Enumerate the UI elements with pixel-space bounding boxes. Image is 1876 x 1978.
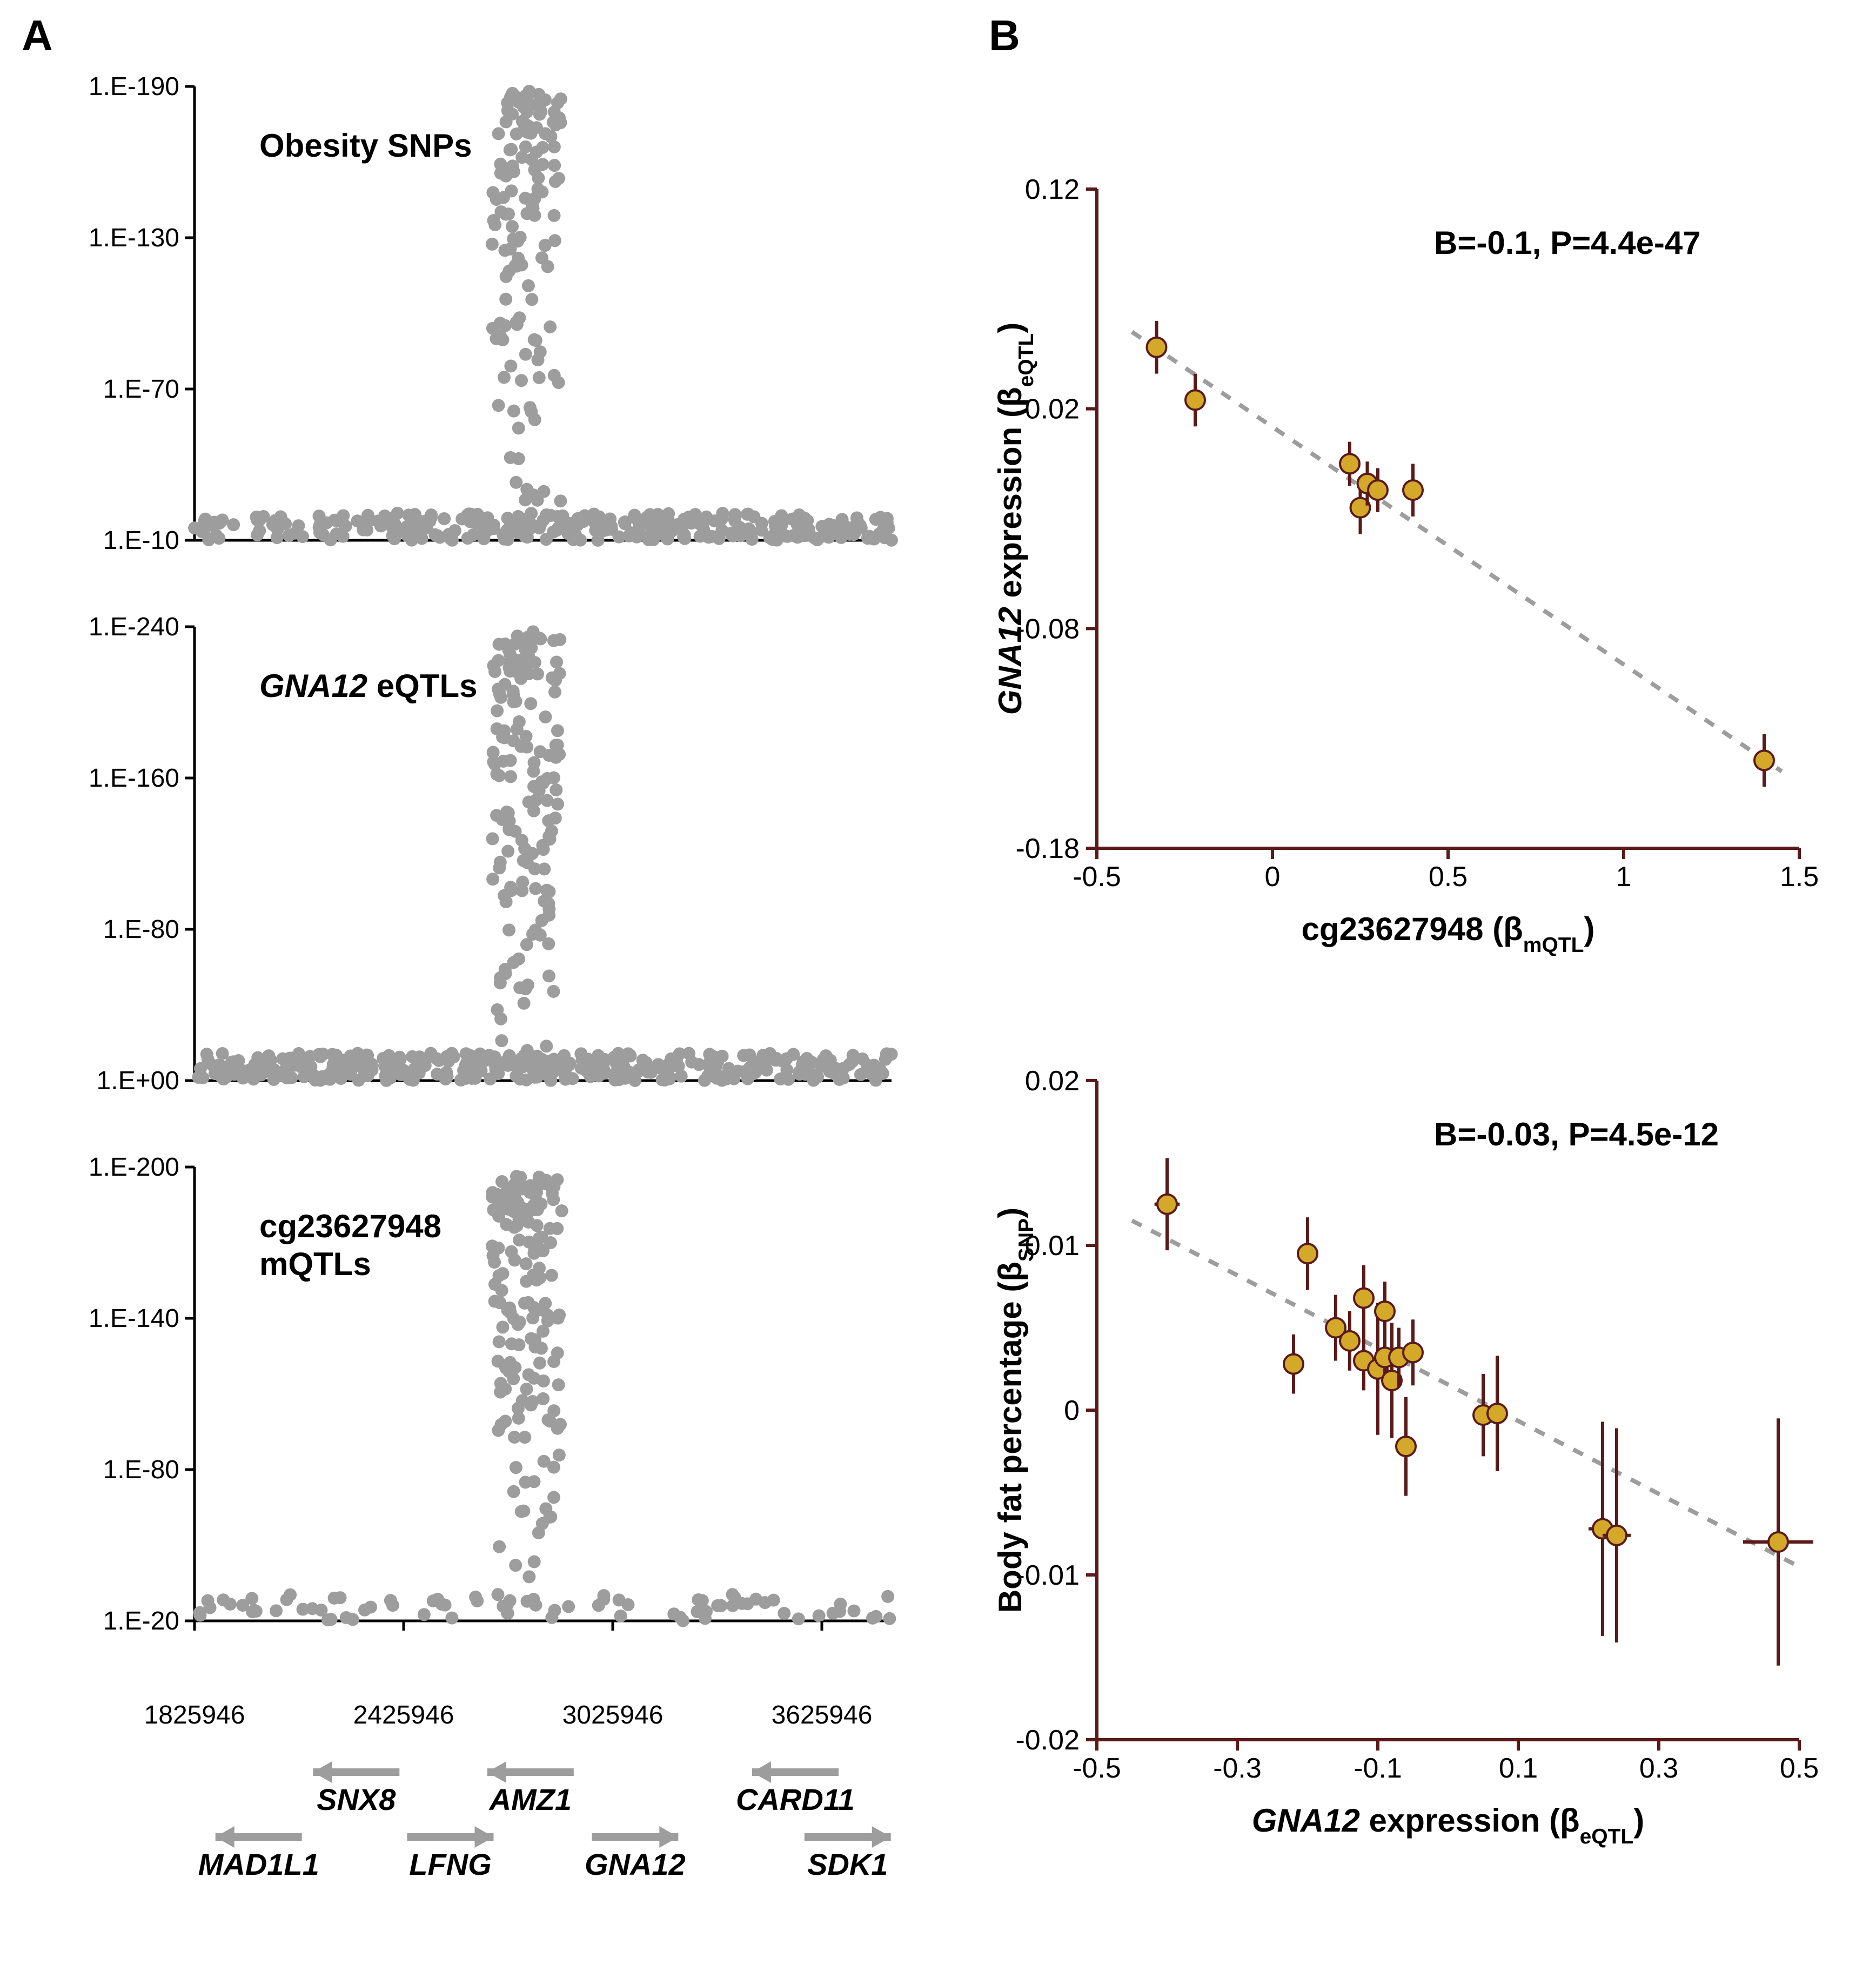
svg-text:1.E-70: 1.E-70 <box>103 375 179 404</box>
svg-text:1.E-10: 1.E-10 <box>103 526 179 555</box>
svg-text:MAD1L1: MAD1L1 <box>198 1847 319 1881</box>
svg-text:LFNG: LFNG <box>409 1847 491 1881</box>
svg-text:GNA12 expression (βeQTL): GNA12 expression (βeQTL) <box>1252 1802 1645 1848</box>
svg-text:1: 1 <box>1616 861 1632 893</box>
svg-text:1825946: 1825946 <box>144 1701 245 1729</box>
svg-text:0.5: 0.5 <box>1429 861 1468 893</box>
svg-text:cg23627948: cg23627948 <box>259 1208 441 1244</box>
svg-text:-0.5: -0.5 <box>1073 1753 1121 1784</box>
svg-text:1.E-80: 1.E-80 <box>103 915 179 944</box>
svg-text:-0.18: -0.18 <box>1015 833 1080 864</box>
svg-text:-0.3: -0.3 <box>1213 1753 1262 1784</box>
gene-track: 1825946 2425946 3025946 3625946 MAD1L1 SNX8 LF… <box>65 1697 908 1913</box>
scatter-bodyfat-vs-expression: -0.02-0.0100.010.02-0.5-0.3-0.10.10.30.5… <box>989 1048 1832 1859</box>
svg-text:SNX8: SNX8 <box>317 1782 396 1816</box>
svg-text:1.E-130: 1.E-130 <box>89 224 179 252</box>
svg-text:CARD11: CARD11 <box>736 1782 855 1816</box>
svg-text:1.E-140: 1.E-140 <box>89 1304 179 1333</box>
svg-text:0.12: 0.12 <box>1025 174 1080 205</box>
manhattan-obesity: 1.E-10 1.E-70 1.E-130 1.E-190 Obesity SNPs <box>65 76 908 573</box>
svg-text:B=-0.03, P=4.5e-12: B=-0.03, P=4.5e-12 <box>1434 1116 1719 1152</box>
panel-b-column: -0.18-0.080.020.12-0.500.511.5B=-0.1, P=… <box>989 76 1832 1923</box>
manhattan-cg23627948: 1.E-20 1.E-80 1.E-140 1.E-200 cg23627948mQTL… <box>65 1156 908 1653</box>
panel-label-b: B <box>989 11 1020 61</box>
svg-text:GNA12 expression (βeQTL): GNA12 expression (βeQTL) <box>992 323 1038 715</box>
svg-text:2425946: 2425946 <box>353 1701 454 1729</box>
panel-label-a: A <box>22 11 53 61</box>
svg-text:1.E-160: 1.E-160 <box>89 764 179 793</box>
svg-text:SDK1: SDK1 <box>807 1847 888 1881</box>
svg-text:3025946: 3025946 <box>562 1701 664 1729</box>
svg-text:1.E-80: 1.E-80 <box>103 1456 179 1484</box>
svg-text:-0.1: -0.1 <box>1354 1753 1402 1784</box>
svg-text:-0.02: -0.02 <box>1015 1725 1080 1756</box>
svg-text:GNA12: GNA12 <box>585 1847 686 1881</box>
svg-text:1.E+00: 1.E+00 <box>97 1067 179 1095</box>
svg-text:0: 0 <box>1064 1395 1080 1426</box>
svg-text:Obesity SNPs: Obesity SNPs <box>259 128 472 164</box>
svg-text:B=-0.1, P=4.4e-47: B=-0.1, P=4.4e-47 <box>1434 225 1701 261</box>
svg-text:mQTLs: mQTLs <box>259 1246 371 1282</box>
svg-text:GNA12 eQTLs: GNA12 eQTLs <box>259 668 477 704</box>
svg-text:-0.5: -0.5 <box>1073 861 1121 893</box>
svg-text:0.3: 0.3 <box>1639 1753 1678 1784</box>
svg-text:1.E-200: 1.E-200 <box>89 1156 179 1182</box>
svg-text:1.E-20: 1.E-20 <box>103 1607 179 1635</box>
svg-text:0: 0 <box>1265 861 1281 893</box>
svg-text:AMZ1: AMZ1 <box>488 1782 572 1816</box>
svg-text:1.5: 1.5 <box>1780 861 1819 893</box>
svg-text:cg23627948 (βmQTL): cg23627948 (βmQTL) <box>1302 911 1595 957</box>
svg-text:1.E-240: 1.E-240 <box>89 616 179 641</box>
svg-text:3625946: 3625946 <box>772 1701 873 1729</box>
scatter-expression-vs-methylation: -0.18-0.080.020.12-0.500.511.5B=-0.1, P=… <box>989 157 1832 967</box>
manhattan-gna12: 1.E+00 1.E-80 1.E-160 1.E-240 GNA12 eQTLs <box>65 616 908 1113</box>
svg-text:0.5: 0.5 <box>1780 1753 1819 1784</box>
svg-text:0.02: 0.02 <box>1025 394 1080 425</box>
svg-text:Body fat percentage (βSNP): Body fat percentage (βSNP) <box>992 1208 1038 1613</box>
svg-text:0.02: 0.02 <box>1025 1065 1080 1097</box>
svg-text:0.1: 0.1 <box>1499 1753 1538 1784</box>
svg-text:1.E-190: 1.E-190 <box>89 76 179 101</box>
panel-a-column: 1.E-10 1.E-70 1.E-130 1.E-190 Obesity SNPs 1… <box>65 76 908 1913</box>
